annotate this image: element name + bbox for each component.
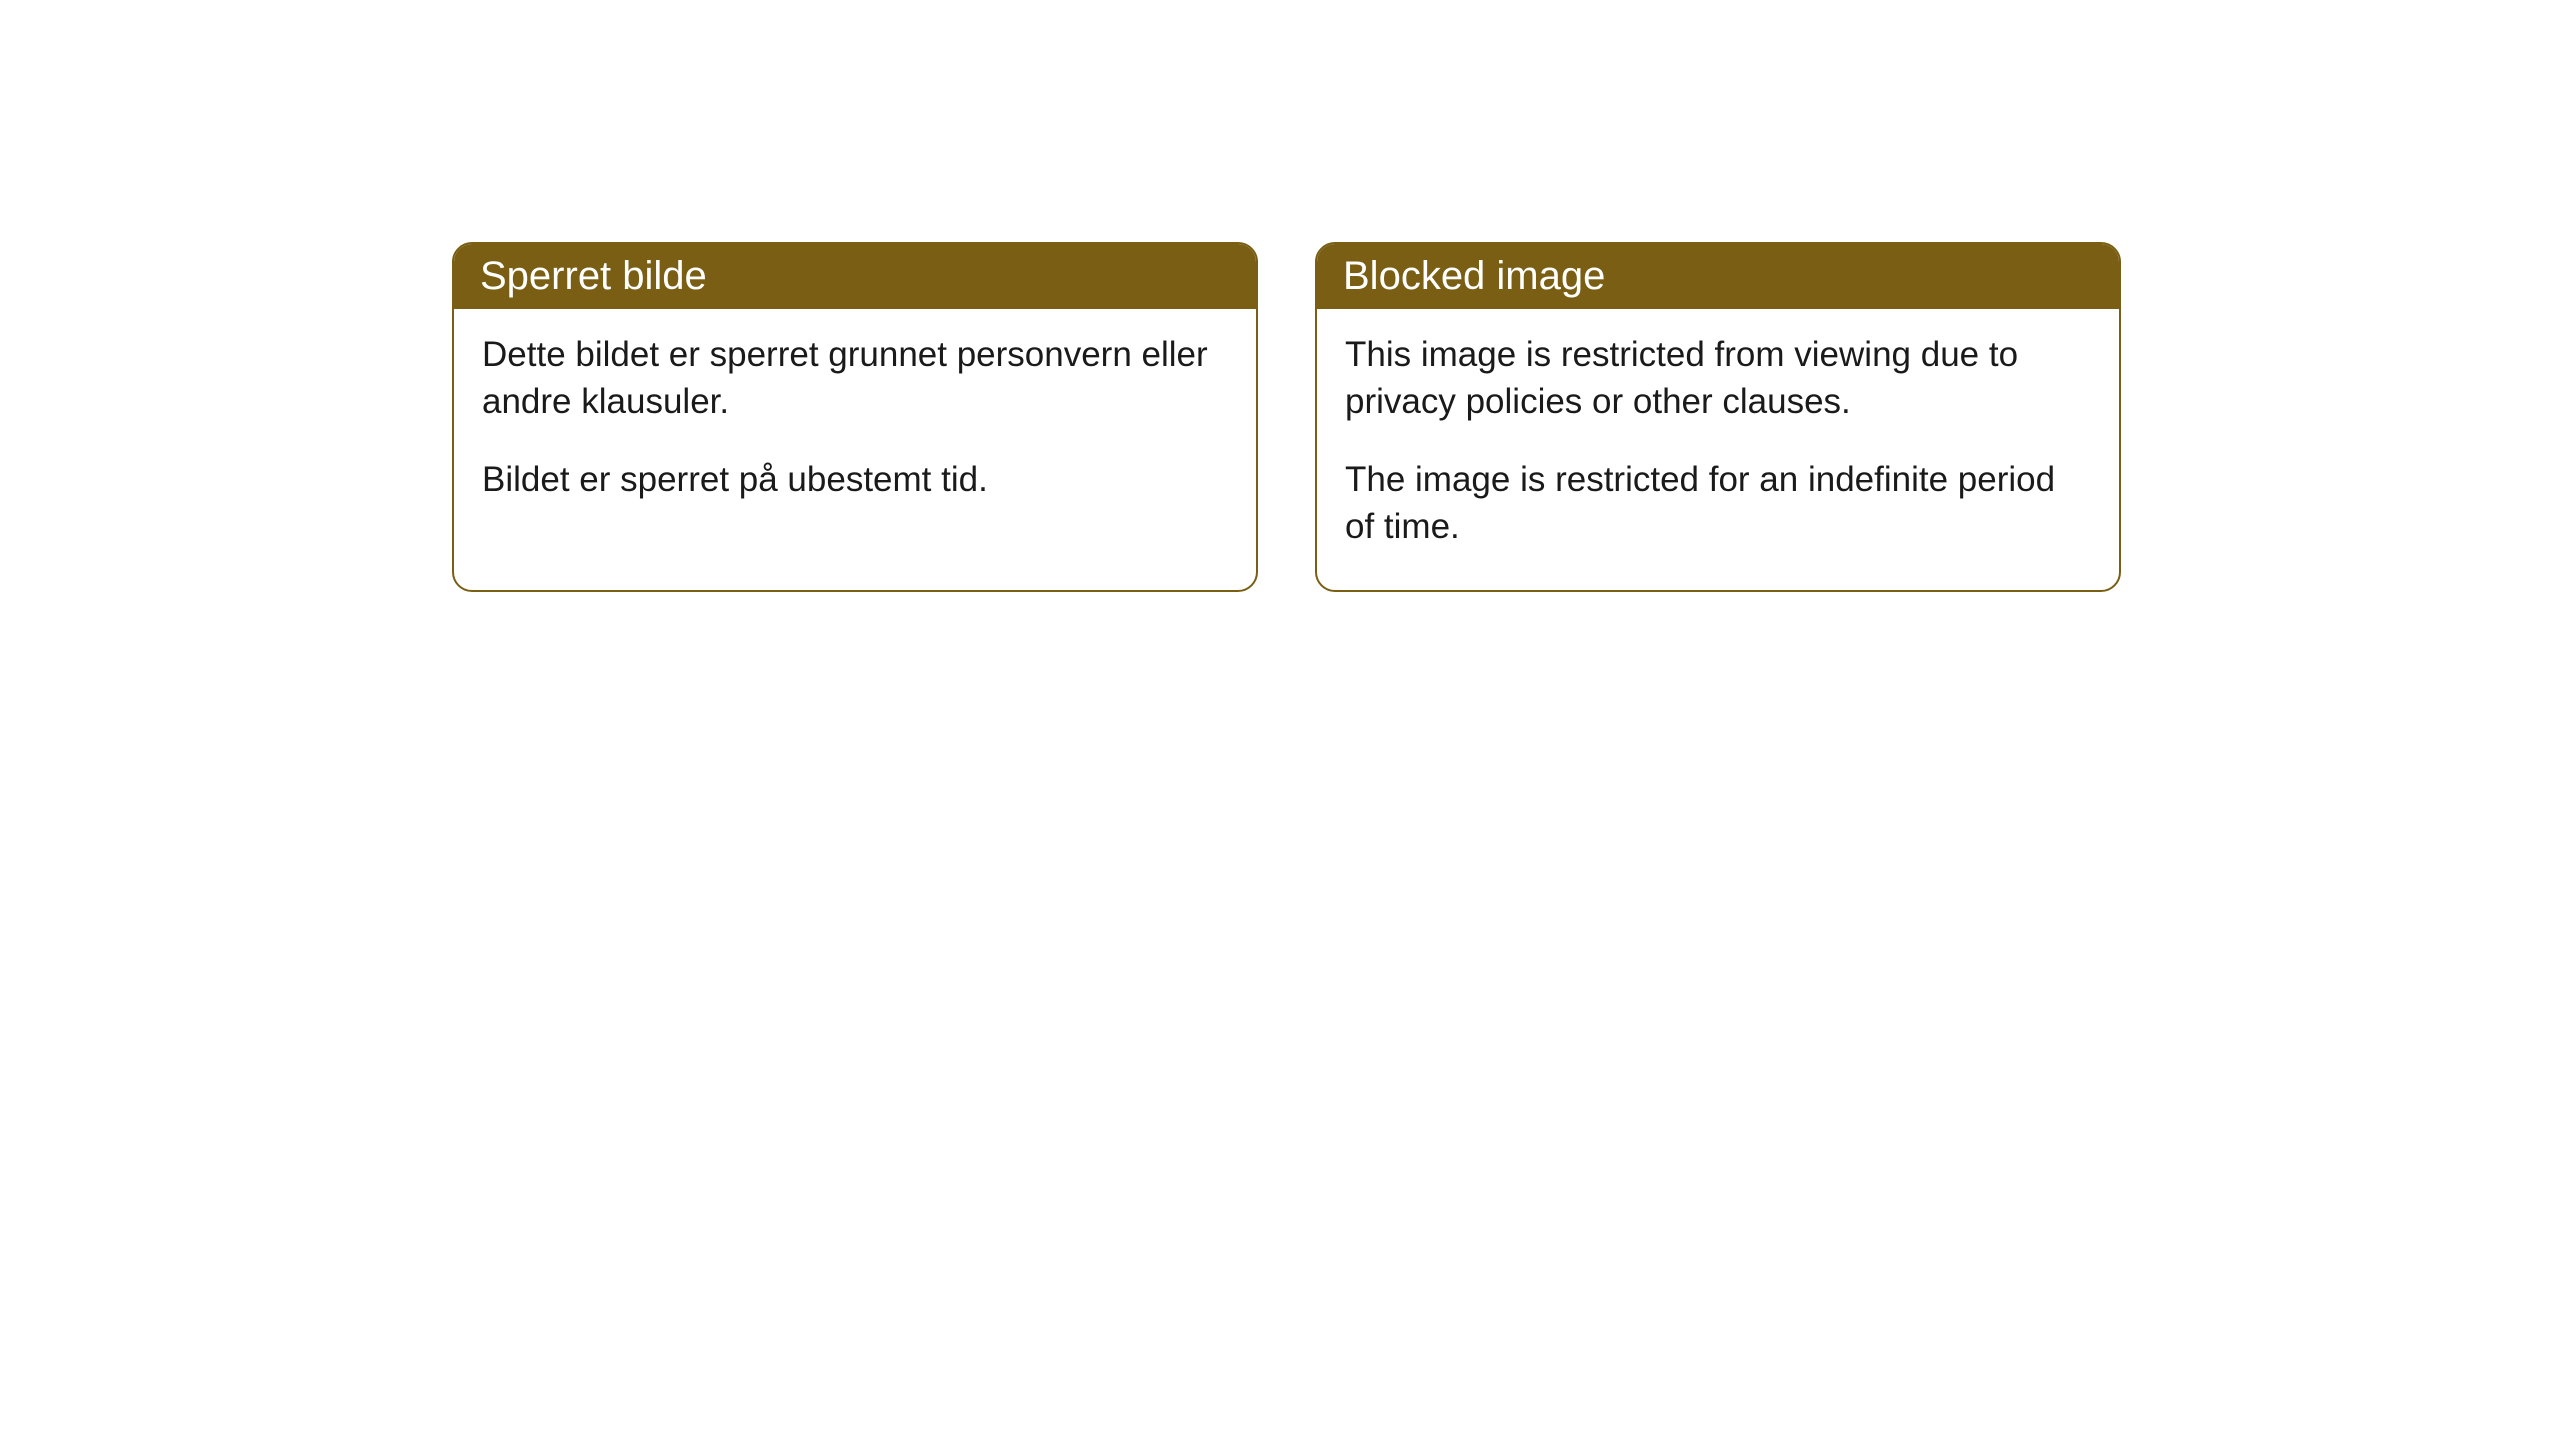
card-paragraph: This image is restricted from viewing du…	[1345, 331, 2091, 426]
notice-cards-container: Sperret bilde Dette bildet er sperret gr…	[0, 0, 2560, 592]
card-body: Dette bildet er sperret grunnet personve…	[454, 309, 1256, 543]
card-header: Blocked image	[1317, 244, 2119, 309]
card-body: This image is restricted from viewing du…	[1317, 309, 2119, 590]
notice-card-norwegian: Sperret bilde Dette bildet er sperret gr…	[452, 242, 1258, 592]
card-paragraph: Bildet er sperret på ubestemt tid.	[482, 456, 1228, 503]
card-header: Sperret bilde	[454, 244, 1256, 309]
card-title: Sperret bilde	[480, 254, 707, 298]
card-paragraph: The image is restricted for an indefinit…	[1345, 456, 2091, 551]
card-title: Blocked image	[1343, 254, 1605, 298]
card-paragraph: Dette bildet er sperret grunnet personve…	[482, 331, 1228, 426]
notice-card-english: Blocked image This image is restricted f…	[1315, 242, 2121, 592]
